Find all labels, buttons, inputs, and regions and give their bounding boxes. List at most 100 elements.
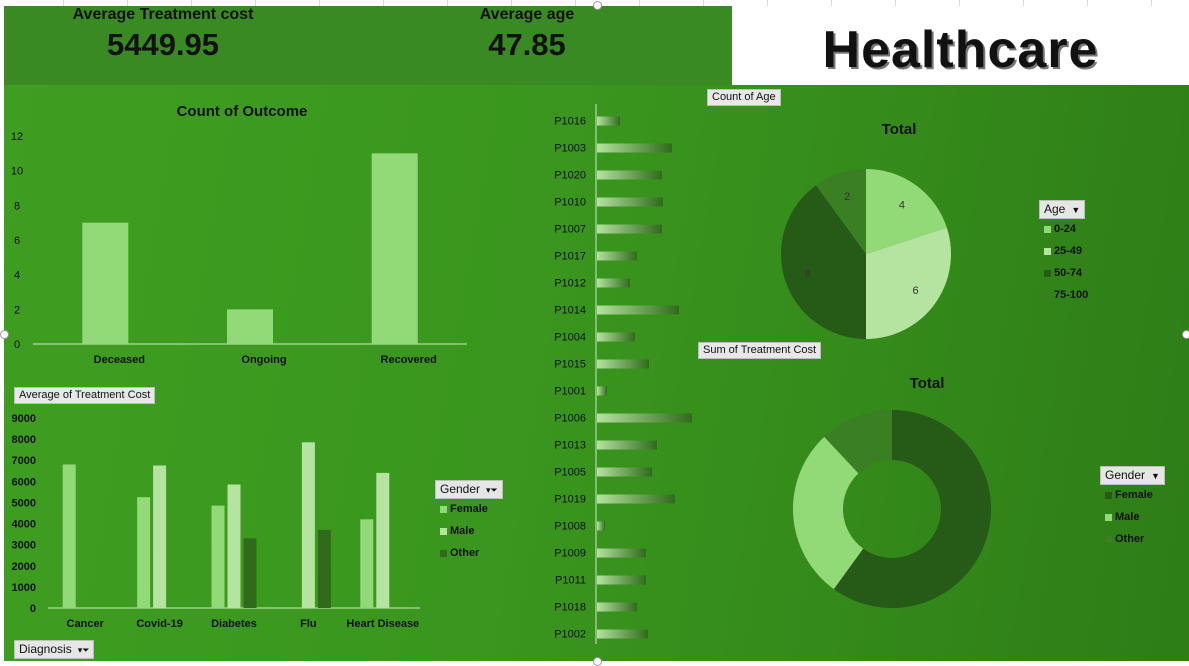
avg-cost-field-chip[interactable]: Average of Treatment Cost xyxy=(14,387,156,404)
sum-cost-field-chip[interactable]: Sum of Treatment Cost xyxy=(698,342,822,359)
bar xyxy=(597,575,646,585)
bar xyxy=(82,222,129,344)
bar xyxy=(597,305,679,315)
y-tick-label: P1014 xyxy=(554,305,586,317)
selection-handle[interactable] xyxy=(593,657,602,666)
selection-handle[interactable] xyxy=(593,1,602,10)
bar xyxy=(597,602,637,612)
y-tick-label: P1017 xyxy=(554,251,586,263)
legend-label: Female xyxy=(1115,489,1153,501)
age-filter-button[interactable]: Age ▼ xyxy=(1039,200,1086,219)
patient-bar-chart[interactable]: P1016 P1003 P1020 P1010 P1007 P1017 P1012 P1014… xyxy=(540,100,710,645)
bar xyxy=(597,386,607,396)
bar xyxy=(597,143,672,153)
x-tick-label: Diabetes xyxy=(211,618,257,630)
kpi-avg-age-label: Average age xyxy=(479,6,575,23)
y-tick-label: P1016 xyxy=(554,116,586,128)
x-tick-label: Ongoing xyxy=(241,354,286,366)
age-pie-chart[interactable]: Total 4 6 8 2 xyxy=(770,115,1030,345)
bar xyxy=(227,309,273,344)
bar xyxy=(597,440,657,450)
legend-swatch xyxy=(1044,225,1051,233)
y-tick-label: P1018 xyxy=(554,602,586,614)
y-tick-label: 3000 xyxy=(12,540,36,552)
y-tick-label: P1015 xyxy=(554,359,586,371)
bar xyxy=(597,467,652,477)
y-tick-label: P1019 xyxy=(554,494,586,506)
bar xyxy=(376,472,390,608)
y-tick-label: P1007 xyxy=(554,224,586,236)
gender-donut-filter-button[interactable]: Gender ▼ xyxy=(1100,466,1165,485)
legend-item: Other xyxy=(440,542,488,564)
legend-item: Male xyxy=(440,520,488,542)
legend-swatch xyxy=(1044,247,1051,255)
bar xyxy=(597,332,635,342)
legend-label: Other xyxy=(1115,533,1145,545)
bar xyxy=(137,497,151,608)
donut-slice xyxy=(833,410,991,608)
bar xyxy=(597,224,662,234)
kpi-avg-age: Average age 47.85 xyxy=(427,6,627,63)
legend-swatch xyxy=(1105,513,1112,521)
gender-filter-button[interactable]: Gender ▾⏷ xyxy=(435,480,503,499)
y-tick-label: P1013 xyxy=(554,440,586,452)
kpi-avg-age-value: 47.85 xyxy=(488,27,566,62)
selection-handle[interactable] xyxy=(0,330,9,339)
x-tick-label: Flu xyxy=(300,618,317,630)
donut-slice xyxy=(793,436,864,590)
bar xyxy=(597,359,649,369)
y-tick-label: 12 xyxy=(11,131,23,143)
legend-label: Other xyxy=(450,547,480,559)
count-age-field-chip[interactable]: Count of Age xyxy=(707,89,781,106)
legend-label: Female xyxy=(450,503,488,515)
y-tick-label: P1002 xyxy=(554,629,586,641)
kpi-avg-cost: Average Treatment cost 5449.95 xyxy=(44,6,282,63)
legend-swatch xyxy=(440,527,447,535)
age-filter-label: Age xyxy=(1044,202,1066,216)
y-tick-label: 8 xyxy=(14,200,20,212)
y-tick-label: P1005 xyxy=(554,467,586,479)
pie-data-label: 8 xyxy=(805,268,811,280)
bar xyxy=(317,529,331,608)
bar xyxy=(371,153,418,344)
y-tick-label: P1008 xyxy=(554,521,586,533)
legend-swatch xyxy=(1044,291,1051,299)
outcome-bar-chart[interactable]: Count of Outcome 0 2 4 6 8 10 12 Deceased Ongoing… xyxy=(0,95,480,375)
bar xyxy=(153,465,167,608)
y-tick-label: P1010 xyxy=(554,197,586,209)
legend-swatch xyxy=(1044,269,1051,277)
pie-slice xyxy=(866,169,947,254)
bar xyxy=(301,442,315,608)
diagnosis-filter-label: Diagnosis xyxy=(19,642,72,656)
legend-item: 25-49 xyxy=(1044,240,1088,262)
filter-funnel-icon: ▾⏷ xyxy=(486,485,498,495)
y-tick-label: P1011 xyxy=(555,575,586,587)
brand-panel: Healthcare xyxy=(732,6,1189,85)
legend-swatch xyxy=(1105,535,1112,543)
legend-item: Female xyxy=(440,498,488,520)
x-tick-label: Recovered xyxy=(381,354,437,366)
bar xyxy=(597,251,637,261)
legend-item: 75-100 xyxy=(1044,284,1088,306)
age-legend: 0-24 25-49 50-74 75-100 xyxy=(1044,218,1088,306)
y-tick-label: 2 xyxy=(14,304,20,316)
pie-data-label: 2 xyxy=(844,191,850,203)
legend-label: 50-74 xyxy=(1054,267,1083,279)
chart-title: Count of Outcome xyxy=(177,103,308,120)
y-tick-label: P1006 xyxy=(554,413,586,425)
y-tick-label: 8000 xyxy=(12,434,36,446)
x-tick-label: Covid-19 xyxy=(136,618,182,630)
selection-handle[interactable] xyxy=(1182,330,1189,339)
legend-label: Male xyxy=(450,525,475,537)
legend-swatch xyxy=(440,505,447,513)
legend-item: Female xyxy=(1105,484,1153,506)
treatment-cost-by-diagnosis-chart[interactable]: 0 1000 2000 3000 4000 5000 6000 7000 8000 9000 Can… xyxy=(0,405,430,635)
legend-item: Male xyxy=(1105,506,1153,528)
bar xyxy=(227,484,241,608)
diagnosis-filter-button[interactable]: Diagnosis ▾⏷ xyxy=(14,640,95,659)
legend-item: 0-24 xyxy=(1044,218,1088,240)
y-tick-label: P1012 xyxy=(554,278,586,290)
legend-label: 0-24 xyxy=(1054,223,1077,235)
y-tick-label: 4000 xyxy=(12,519,36,531)
gender-donut-chart[interactable]: Total xyxy=(780,368,1010,613)
